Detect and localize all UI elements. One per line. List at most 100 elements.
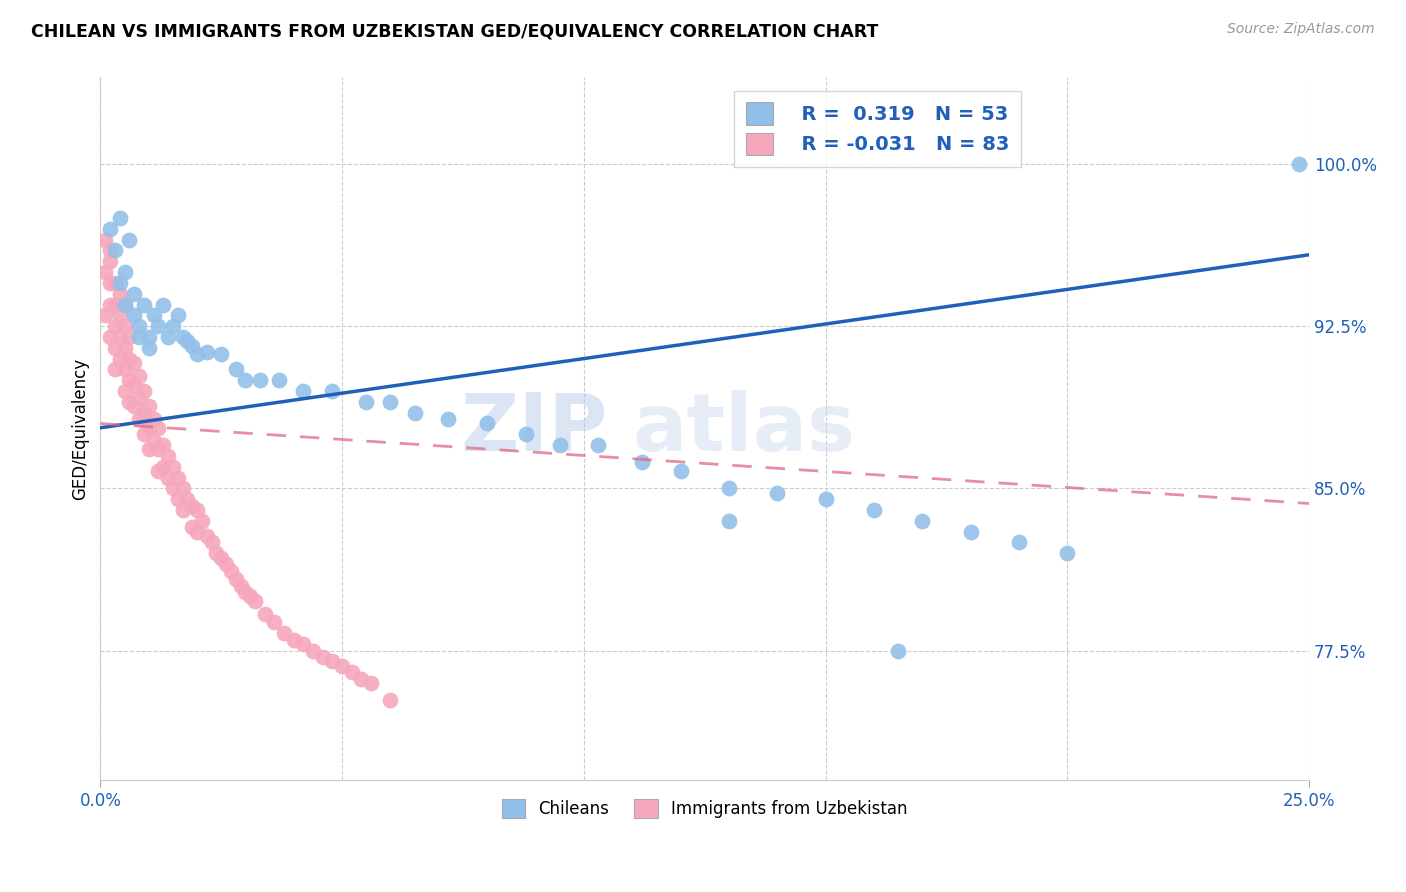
Point (118, 394, 141, 409)
Point (330, 658, 353, 673)
Point (128, 391, 150, 405)
Point (1288, 157, 1310, 171)
Point (437, 412, 460, 426)
Point (186, 347, 208, 361)
Point (215, 557, 238, 571)
Point (108, 211, 131, 225)
Point (1008, 535, 1031, 549)
Point (263, 615, 285, 630)
Point (114, 297, 136, 311)
Point (360, 676, 382, 690)
Point (108, 286, 131, 301)
Point (122, 377, 145, 392)
Point (225, 362, 247, 376)
Point (172, 481, 194, 495)
Point (108, 309, 131, 323)
Point (108, 330, 131, 344)
Point (94, 233, 117, 247)
Legend: Chileans, Immigrants from Uzbekistan: Chileans, Immigrants from Uzbekistan (495, 792, 914, 825)
Point (959, 524, 981, 539)
Point (142, 309, 165, 323)
Point (138, 341, 160, 355)
Point (122, 356, 145, 370)
Point (312, 650, 335, 665)
Point (118, 233, 141, 247)
Point (104, 276, 127, 290)
Text: CHILEAN VS IMMIGRANTS FROM UZBEKISTAN GED/EQUIVALENCY CORRELATION CHART: CHILEAN VS IMMIGRANTS FROM UZBEKISTAN GE… (31, 22, 879, 40)
Point (631, 455, 654, 469)
Point (162, 459, 184, 474)
Point (104, 244, 127, 258)
Point (191, 514, 214, 528)
Point (122, 286, 145, 301)
Point (548, 438, 571, 452)
Point (157, 470, 180, 484)
Point (195, 529, 218, 543)
Point (128, 330, 150, 344)
Point (166, 470, 188, 484)
Point (118, 373, 141, 387)
Point (98, 276, 121, 290)
Point (321, 384, 343, 398)
Point (142, 434, 165, 448)
Point (172, 330, 194, 344)
Point (887, 643, 910, 657)
Point (380, 394, 402, 409)
Point (356, 394, 378, 409)
Point (148, 319, 170, 334)
Point (229, 579, 252, 593)
Text: ZIP: ZIP (461, 390, 607, 468)
Point (114, 362, 136, 376)
Point (98, 297, 121, 311)
Text: Source: ZipAtlas.com: Source: ZipAtlas.com (1227, 22, 1375, 37)
Point (321, 654, 343, 668)
Point (253, 607, 276, 621)
Point (104, 319, 127, 334)
Point (148, 421, 170, 435)
Point (273, 626, 295, 640)
Point (239, 590, 262, 604)
Point (176, 492, 198, 507)
Point (132, 406, 155, 420)
Point (302, 643, 325, 657)
Point (283, 632, 305, 647)
Point (269, 373, 291, 387)
Point (669, 464, 692, 478)
Point (108, 351, 131, 366)
Point (94, 309, 117, 323)
Point (118, 351, 141, 366)
Point (380, 693, 402, 707)
Point (148, 464, 170, 478)
Point (152, 297, 174, 311)
Point (249, 373, 271, 387)
Text: atlas: atlas (633, 390, 855, 468)
Point (172, 503, 194, 517)
Point (98, 254, 121, 268)
Point (195, 345, 218, 359)
Point (128, 319, 150, 334)
Point (475, 417, 498, 431)
Point (588, 438, 610, 452)
Point (142, 412, 165, 426)
Point (108, 276, 131, 290)
Point (114, 297, 136, 311)
Point (98, 244, 121, 258)
Point (181, 499, 204, 513)
Point (94, 265, 117, 279)
Point (128, 412, 150, 426)
Point (766, 485, 789, 500)
Point (132, 384, 155, 398)
Point (1056, 546, 1078, 560)
Point (717, 481, 740, 495)
Point (138, 442, 160, 457)
Point (350, 672, 373, 686)
Point (162, 481, 184, 495)
Point (157, 449, 180, 463)
Point (717, 514, 740, 528)
Point (128, 368, 150, 383)
Point (292, 637, 315, 651)
Point (814, 492, 837, 507)
Point (243, 594, 266, 608)
Point (205, 546, 228, 560)
Point (166, 492, 188, 507)
